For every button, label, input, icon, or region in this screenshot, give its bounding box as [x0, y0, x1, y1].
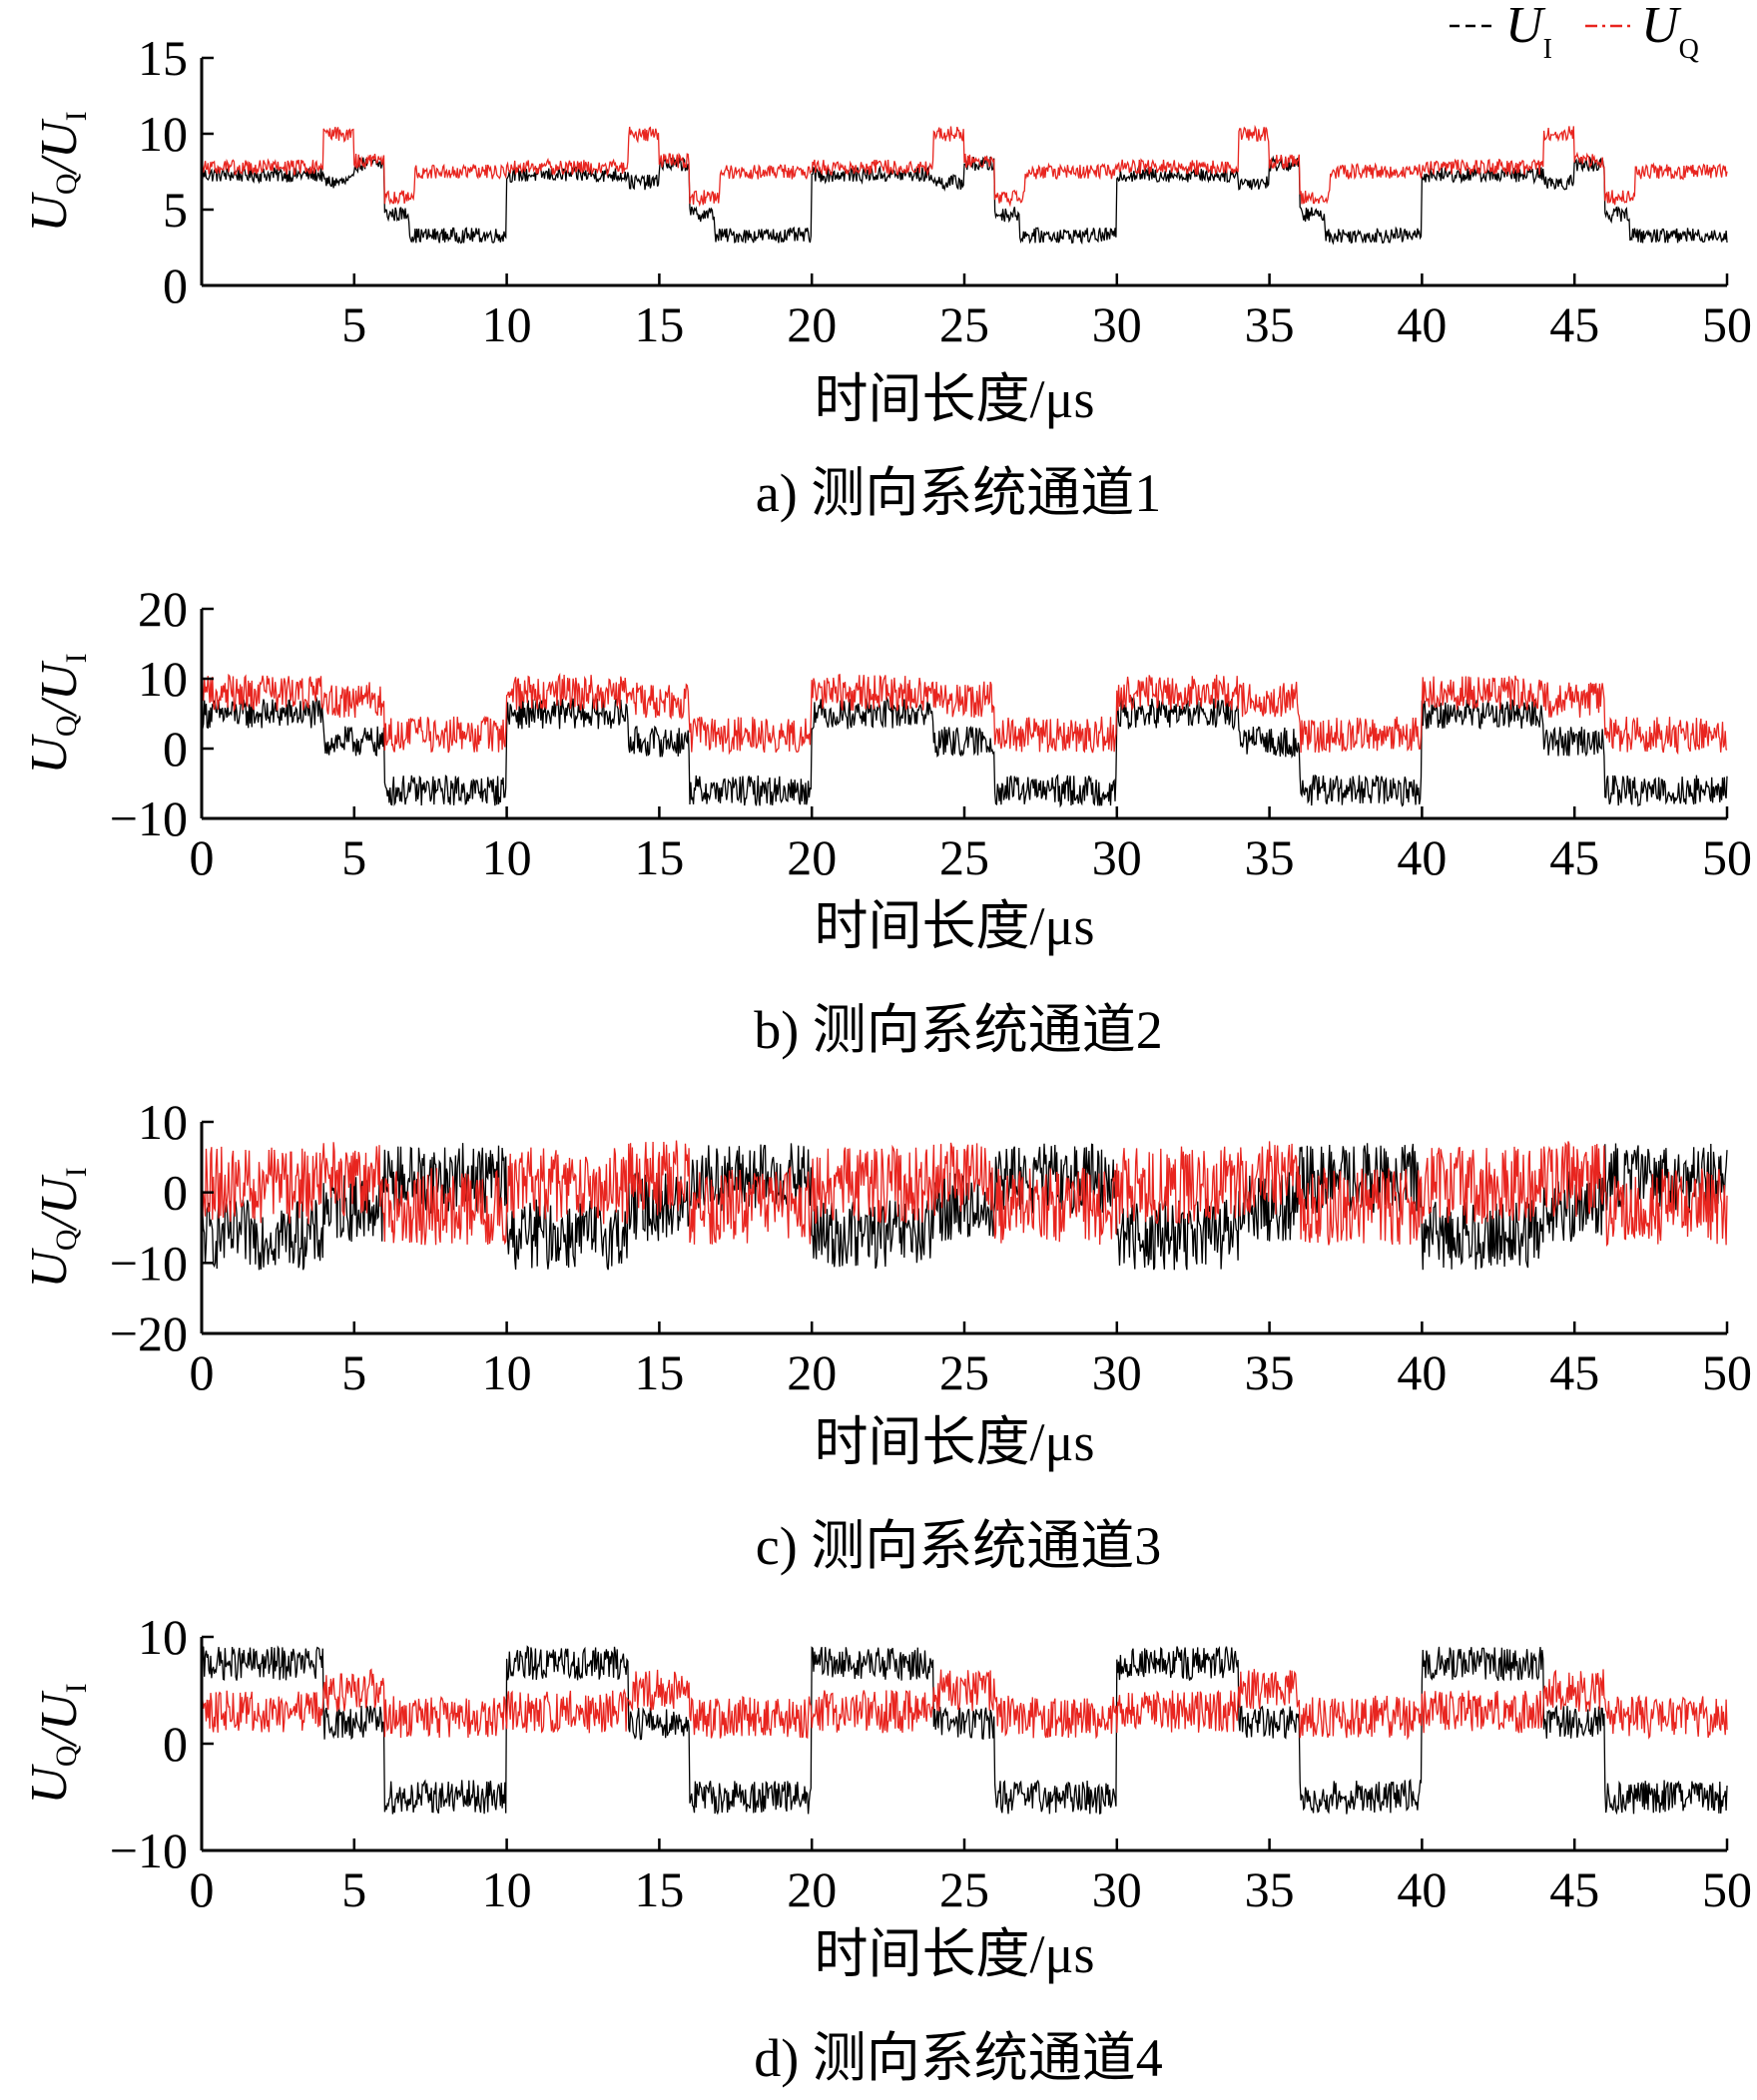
- y-axis-label: UQ/UI: [21, 111, 93, 232]
- x-tick-label: 10: [482, 829, 532, 885]
- panel-caption: c) 测向系统通道3: [756, 1516, 1161, 1576]
- x-tick-label: 40: [1397, 296, 1447, 352]
- x-tick-label: 20: [787, 296, 837, 352]
- series-UQ-line: [201, 1140, 1728, 1248]
- x-tick-label: 45: [1549, 1344, 1599, 1400]
- y-tick-label: 10: [138, 1094, 188, 1150]
- y-tick-label: −10: [110, 1235, 188, 1291]
- x-tick-label: 50: [1702, 1344, 1752, 1400]
- series-UI-line: [201, 1143, 1728, 1271]
- series-UI-line: [201, 696, 1728, 808]
- x-tick-label: 50: [1702, 1861, 1752, 1917]
- series-UI-line: [201, 1645, 1728, 1816]
- x-tick-label: 40: [1397, 1344, 1447, 1400]
- x-tick-label: 5: [341, 829, 366, 885]
- y-axis-label: UQ/UI: [21, 653, 93, 774]
- x-tick-label: 15: [634, 296, 684, 352]
- series-UI-line: [201, 155, 1728, 246]
- x-tick-label: 45: [1549, 1861, 1599, 1917]
- x-tick-label: 10: [482, 296, 532, 352]
- x-tick-label: 35: [1245, 1861, 1295, 1917]
- x-tick-label: 30: [1092, 296, 1142, 352]
- y-tick-label: 0: [163, 258, 188, 313]
- panels: 5 10 15 20 25 30 35 40 45 50051015UQ/UI时间长度/μsa) …: [21, 30, 1752, 2088]
- panel-caption: a) 测向系统通道1: [756, 463, 1161, 523]
- x-axis-label: 时间长度/μs: [815, 1924, 1095, 1984]
- x-tick-label: 0: [190, 1861, 215, 1917]
- x-tick-label: 5: [341, 1861, 366, 1917]
- x-tick-label: 0: [190, 1344, 215, 1400]
- x-axis-label: 时间长度/μs: [815, 1412, 1095, 1472]
- y-tick-label: 15: [138, 30, 188, 86]
- x-tick-label: 20: [787, 829, 837, 885]
- chart-panel-3: 0 5 10 15 20 25 30 35 40 45 50−20−10010UQ/UI时间长度/μ…: [21, 1094, 1752, 1576]
- y-tick-label: −20: [110, 1306, 188, 1361]
- y-tick-label: 20: [138, 581, 188, 637]
- x-tick-label: 10: [482, 1344, 532, 1400]
- x-tick-label: 15: [634, 829, 684, 885]
- series-UQ-line: [201, 672, 1728, 756]
- legend: UI UQ: [1450, 0, 1699, 65]
- y-tick-label: 0: [163, 1716, 188, 1772]
- x-axis-label: 时间长度/μs: [815, 896, 1095, 956]
- x-axis-label: 时间长度/μs: [815, 369, 1095, 429]
- x-tick-label: 20: [787, 1344, 837, 1400]
- x-tick-label: 45: [1549, 829, 1599, 885]
- y-axis-label: UQ/UI: [21, 1683, 93, 1804]
- y-tick-label: 0: [163, 1165, 188, 1221]
- x-tick-label: 25: [939, 829, 989, 885]
- y-tick-label: −10: [110, 790, 188, 846]
- y-tick-label: 10: [138, 1609, 188, 1665]
- y-tick-label: 10: [138, 651, 188, 707]
- x-tick-label: 50: [1702, 296, 1752, 352]
- x-tick-label: 15: [634, 1344, 684, 1400]
- y-tick-label: −10: [110, 1823, 188, 1878]
- y-tick-label: 10: [138, 106, 188, 162]
- x-tick-label: 5: [341, 1344, 366, 1400]
- panel-caption: b) 测向系统通道2: [754, 1000, 1162, 1060]
- x-tick-label: 30: [1092, 829, 1142, 885]
- x-tick-label: 35: [1245, 296, 1295, 352]
- series-UQ-line: [201, 124, 1728, 208]
- x-tick-label: 35: [1245, 1344, 1295, 1400]
- chart-panel-1: 5 10 15 20 25 30 35 40 45 50 0 5 10 15 UQ/UI 时间长度/μs a) …: [21, 30, 1752, 523]
- x-tick-label: 25: [939, 1344, 989, 1400]
- x-tick-label: 40: [1397, 829, 1447, 885]
- legend-label: UQ: [1641, 0, 1699, 65]
- legend-label: UI: [1505, 0, 1552, 65]
- y-axis-label: UQ/UI: [21, 1167, 93, 1288]
- y-tick-label: 0: [163, 721, 188, 777]
- x-tick-label: 30: [1092, 1344, 1142, 1400]
- x-tick-label: 45: [1549, 296, 1599, 352]
- chart-panel-2: 0 5 10 15 20 25 30 35 40 45 50−1001020UQ/UI时间长度/μs…: [21, 581, 1752, 1060]
- panel-caption: d) 测向系统通道4: [754, 2028, 1162, 2088]
- x-tick-label: 35: [1245, 829, 1295, 885]
- x-tick-label: 25: [939, 1861, 989, 1917]
- y-tick-label: 5: [163, 182, 188, 238]
- x-tick-label: 40: [1397, 1861, 1447, 1917]
- x-tick-label: 20: [787, 1861, 837, 1917]
- x-tick-label: 0: [190, 829, 215, 885]
- x-tick-label: 15: [634, 1861, 684, 1917]
- x-tick-label: 50: [1702, 829, 1752, 885]
- x-tick-label: 5: [341, 296, 366, 352]
- chart-panel-4: 0 5 10 15 20 25 30 35 40 45 50−10010UQ/UI时间长度/μsd)…: [21, 1609, 1752, 2088]
- x-tick-label: 25: [939, 296, 989, 352]
- x-tick-label: 30: [1092, 1861, 1142, 1917]
- series-UQ-line: [201, 1668, 1728, 1741]
- x-tick-label: 10: [482, 1861, 532, 1917]
